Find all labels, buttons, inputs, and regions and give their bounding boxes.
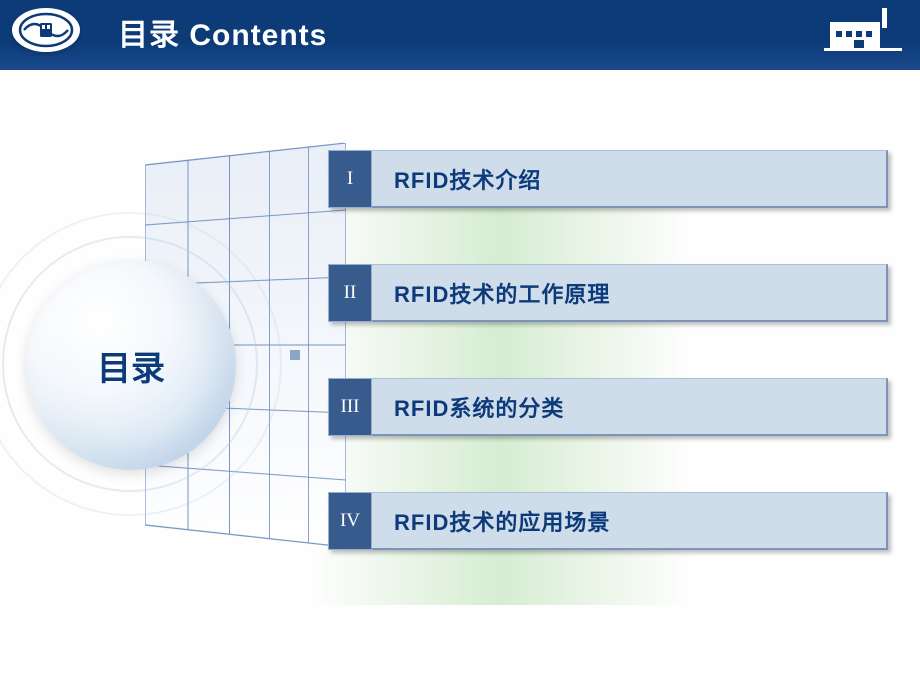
toc-label-2: RFID技术的工作原理: [372, 264, 888, 322]
toc-list: I RFID技术介绍 II RFID技术的工作原理 III RFID系统的分类 …: [328, 150, 888, 606]
logo-icon: [12, 8, 80, 52]
slide-header: 目录 Contents: [0, 0, 920, 70]
toc-label-3: RFID系统的分类: [372, 378, 888, 436]
sphere-label: 目录: [97, 341, 165, 390]
toc-item-2: II RFID技术的工作原理: [328, 264, 888, 322]
toc-num-3: III: [328, 378, 372, 436]
toc-item-4: IV RFID技术的应用场景: [328, 492, 888, 550]
accent-dot: [290, 350, 300, 360]
sphere-badge: 目录: [26, 260, 236, 470]
building-icon: [824, 6, 902, 61]
toc-num-2: II: [328, 264, 372, 322]
page-title: 目录 Contents: [118, 10, 327, 54]
toc-num-4: IV: [328, 492, 372, 550]
toc-num-1: I: [328, 150, 372, 208]
slide-content: 目录 I RFID技术介绍 II RFID技术的工作原理 III RFID系统的…: [0, 70, 920, 690]
toc-label-4: RFID技术的应用场景: [372, 492, 888, 550]
toc-item-1: I RFID技术介绍: [328, 150, 888, 208]
toc-item-3: III RFID系统的分类: [328, 378, 888, 436]
toc-label-1: RFID技术介绍: [372, 150, 888, 208]
